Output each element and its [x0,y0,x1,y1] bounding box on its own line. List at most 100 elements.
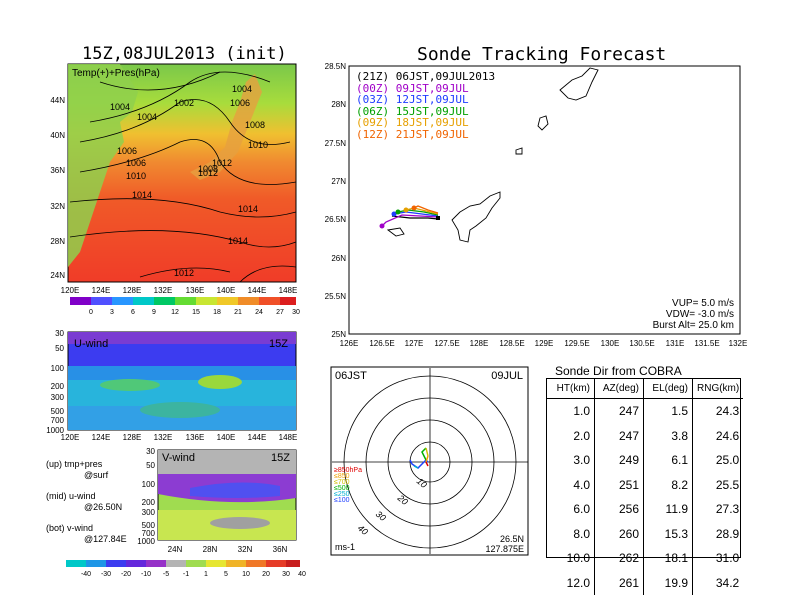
colorbar-tick: -5 [163,571,169,578]
pressure-tick: 50 [55,344,64,353]
wind-colorbar: -40 -30 -20 -10 -5 -1 1 5 10 20 30 40 [66,560,306,578]
lon-tick: 128E [470,339,489,348]
lat-tick: 24N [168,545,183,554]
table-cell: 18.1 [643,546,693,571]
dir-table-title: Sonde Dir from COBRA [555,364,682,378]
table-cell: 2.0 [546,423,595,448]
table-row: 3.0 249 6.1 25.0 [546,448,743,473]
pressure-tick: 1000 [137,537,155,546]
isobar-label: 1004 [110,102,130,112]
lon-tick: 128.5E [499,339,524,348]
lon-tick: 130.5E [629,339,654,348]
colorbar-tick: 15 [192,309,200,316]
hodo-legend-item: ≤500 [334,485,350,492]
lat-tick: 28N [331,100,346,109]
lon-tick: 144E [248,286,267,295]
table-cell: 4.0 [546,472,595,497]
isobar-label: 1012 [174,268,194,278]
colorbar-tick: 18 [213,309,221,316]
lat-tick: 24N [50,271,65,280]
lon-tick: 124E [92,286,111,295]
isobar-label: 1010 [248,140,268,150]
table-row: 2.0 247 3.8 24.6 [546,423,743,448]
temp-pressure-map: 1004 1006 1002 1004 1004 1006 1008 1006 … [50,63,300,316]
isobar-label: 1010 [126,171,146,181]
table-cell: 6.1 [643,448,693,473]
track-legend-item: (06Z) 15JST,09JUL [356,104,469,118]
table-cell: 1.0 [546,398,595,424]
table-cell: 34.2 [715,575,740,590]
lon-tick: 132E [729,339,748,348]
table-cell: 12.0 [546,570,595,595]
isobar-label: 1006 [126,158,146,168]
lon-tick: 132E [154,286,173,295]
pressure-tick: 700 [51,416,65,425]
table-row: 4.0 251 8.2 25.5 [546,472,743,497]
pressure-tick: 1000 [46,426,64,435]
colorbar-tick: 6 [131,309,135,316]
lat-tick: 36N [50,166,65,175]
map-field-label: Temp(+)+Pres(hPa) [72,68,160,79]
table-row: 1.0 247 1.5 24.3 [546,398,743,424]
track-legend: (21Z) 06JST,09JUL2013 (00Z) 09JST,09JUL … [356,71,495,140]
hodo-legend-item: ≤250 [334,491,350,498]
table-cell: 247 [594,398,644,424]
lat-tick: 32N [238,545,253,554]
dir-col-header: AZ(deg) [594,378,644,399]
colorbar-tick: -10 [141,571,151,578]
colorbar-tick: 12 [171,309,179,316]
table-cell: 6.0 [546,497,595,522]
colorbar-tick: 40 [298,571,306,578]
isobar-label: 1012 [198,168,218,178]
param-burst: Burst Alt= 25.0 km [653,320,734,331]
pressure-tick: 200 [142,498,156,507]
lon-tick: 127.5E [434,339,459,348]
lon-tick: 129.5E [564,339,589,348]
colorbar-tick: 5 [224,571,228,578]
isobar-label: 1012 [212,158,232,168]
lat-tick: 28N [203,545,218,554]
isobar-label: 1008 [245,120,265,130]
pressure-tick: 200 [51,382,65,391]
lat-tick: 32N [50,202,65,211]
table-cell: 251 [594,472,644,497]
lon-tick: 132E [154,433,173,442]
dir-col-header: HT(km) [546,378,595,399]
u-wind-label: U-wind [74,338,108,350]
pressure-tick: 300 [51,393,65,402]
lat-tick: 36N [273,545,288,554]
track-legend-item: (21Z) 06JST,09JUL2013 [356,70,496,83]
table-cell: 260 [594,521,644,546]
colorbar-tick: 3 [110,309,114,316]
lat-tick: 40N [50,131,65,140]
ring-label: 10 [415,476,429,490]
pressure-tick: 100 [142,480,156,489]
lon-tick: 140E [217,286,236,295]
lon-tick: 130E [601,339,620,348]
colorbar-tick: 0 [89,309,93,316]
legend-bot-2: @127.84E [84,534,127,544]
v-wind-label: V-wind [162,452,195,464]
colorbar-tick: -40 [81,571,91,578]
track-title: Sonde Tracking Forecast [417,44,667,65]
pressure-tick: 300 [142,508,156,517]
lon-tick: 148E [279,286,298,295]
v-wind-time: 15Z [271,452,290,464]
hodo-lon: 127.875E [485,544,524,554]
table-cell: 262 [594,546,644,571]
table-cell: 261 [594,570,644,595]
ring-label: 30 [374,509,388,523]
lon-tick: 128E [123,286,142,295]
pressure-tick: 100 [51,364,65,373]
lon-tick: 136E [186,286,205,295]
table-row: 12.0 261 19.9 34.2 [546,570,743,595]
hodo-legend-item: ≤850 [334,473,350,480]
isobar-label: 1014 [228,236,248,246]
hodo-legend-item: ≤700 [334,479,350,486]
table-cell: 11.9 [643,497,693,522]
table-cell: 1.5 [643,398,693,424]
dir-col-header: RNG(km) [692,378,744,399]
table-cell: 8.0 [546,521,595,546]
table-cell: 24.3 [715,404,740,419]
table-row: 8.0 260 15.3 28.9 [546,521,743,546]
